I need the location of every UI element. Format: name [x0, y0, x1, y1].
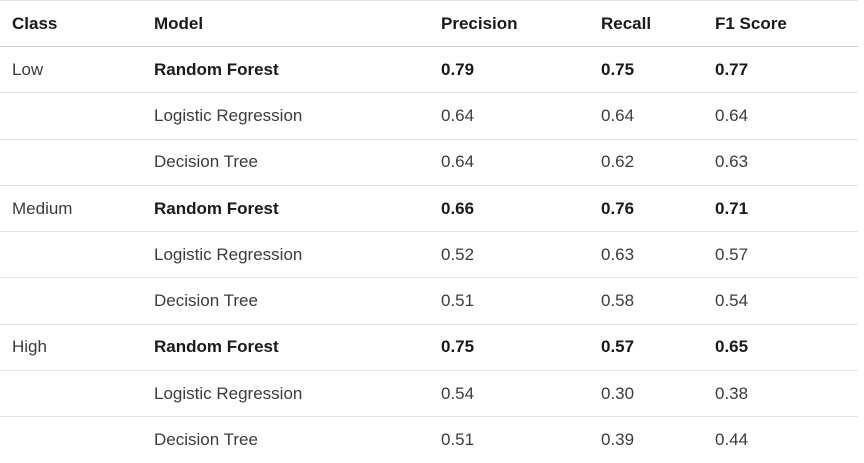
recall-cell: 0.76 — [589, 185, 703, 231]
class-cell — [0, 139, 142, 185]
header-f1-score: F1 Score — [703, 1, 858, 47]
class-cell: Low — [0, 47, 142, 93]
class-cell: High — [0, 324, 142, 370]
precision-cell: 0.64 — [429, 139, 589, 185]
header-model: Model — [142, 1, 429, 47]
class-cell — [0, 278, 142, 324]
f1-score-cell: 0.54 — [703, 278, 858, 324]
recall-cell: 0.63 — [589, 232, 703, 278]
header-precision: Precision — [429, 1, 589, 47]
precision-cell: 0.54 — [429, 371, 589, 417]
model-cell: Decision Tree — [142, 278, 429, 324]
precision-cell: 0.51 — [429, 417, 589, 463]
precision-cell: 0.66 — [429, 185, 589, 231]
recall-cell: 0.75 — [589, 47, 703, 93]
model-cell: Random Forest — [142, 47, 429, 93]
model-cell: Logistic Regression — [142, 93, 429, 139]
recall-cell: 0.62 — [589, 139, 703, 185]
table-header: Class Model Precision Recall F1 Score — [0, 1, 858, 47]
recall-cell: 0.58 — [589, 278, 703, 324]
model-cell: Logistic Regression — [142, 371, 429, 417]
recall-cell: 0.30 — [589, 371, 703, 417]
f1-score-cell: 0.38 — [703, 371, 858, 417]
f1-score-cell: 0.63 — [703, 139, 858, 185]
f1-score-cell: 0.65 — [703, 324, 858, 370]
precision-cell: 0.79 — [429, 47, 589, 93]
class-cell: Medium — [0, 185, 142, 231]
model-cell: Random Forest — [142, 185, 429, 231]
model-cell: Decision Tree — [142, 417, 429, 463]
header-class: Class — [0, 1, 142, 47]
class-cell — [0, 232, 142, 278]
model-cell: Decision Tree — [142, 139, 429, 185]
precision-cell: 0.52 — [429, 232, 589, 278]
f1-score-cell: 0.57 — [703, 232, 858, 278]
header-row: Class Model Precision Recall F1 Score — [0, 1, 858, 47]
recall-cell: 0.64 — [589, 93, 703, 139]
precision-cell: 0.75 — [429, 324, 589, 370]
f1-score-cell: 0.71 — [703, 185, 858, 231]
class-cell — [0, 417, 142, 463]
model-cell: Random Forest — [142, 324, 429, 370]
f1-score-cell: 0.44 — [703, 417, 858, 463]
class-cell — [0, 371, 142, 417]
class-cell — [0, 93, 142, 139]
precision-cell: 0.64 — [429, 93, 589, 139]
recall-cell: 0.57 — [589, 324, 703, 370]
model-cell: Logistic Regression — [142, 232, 429, 278]
precision-cell: 0.51 — [429, 278, 589, 324]
header-recall: Recall — [589, 1, 703, 47]
f1-score-cell: 0.64 — [703, 93, 858, 139]
f1-score-cell: 0.77 — [703, 47, 858, 93]
recall-cell: 0.39 — [589, 417, 703, 463]
